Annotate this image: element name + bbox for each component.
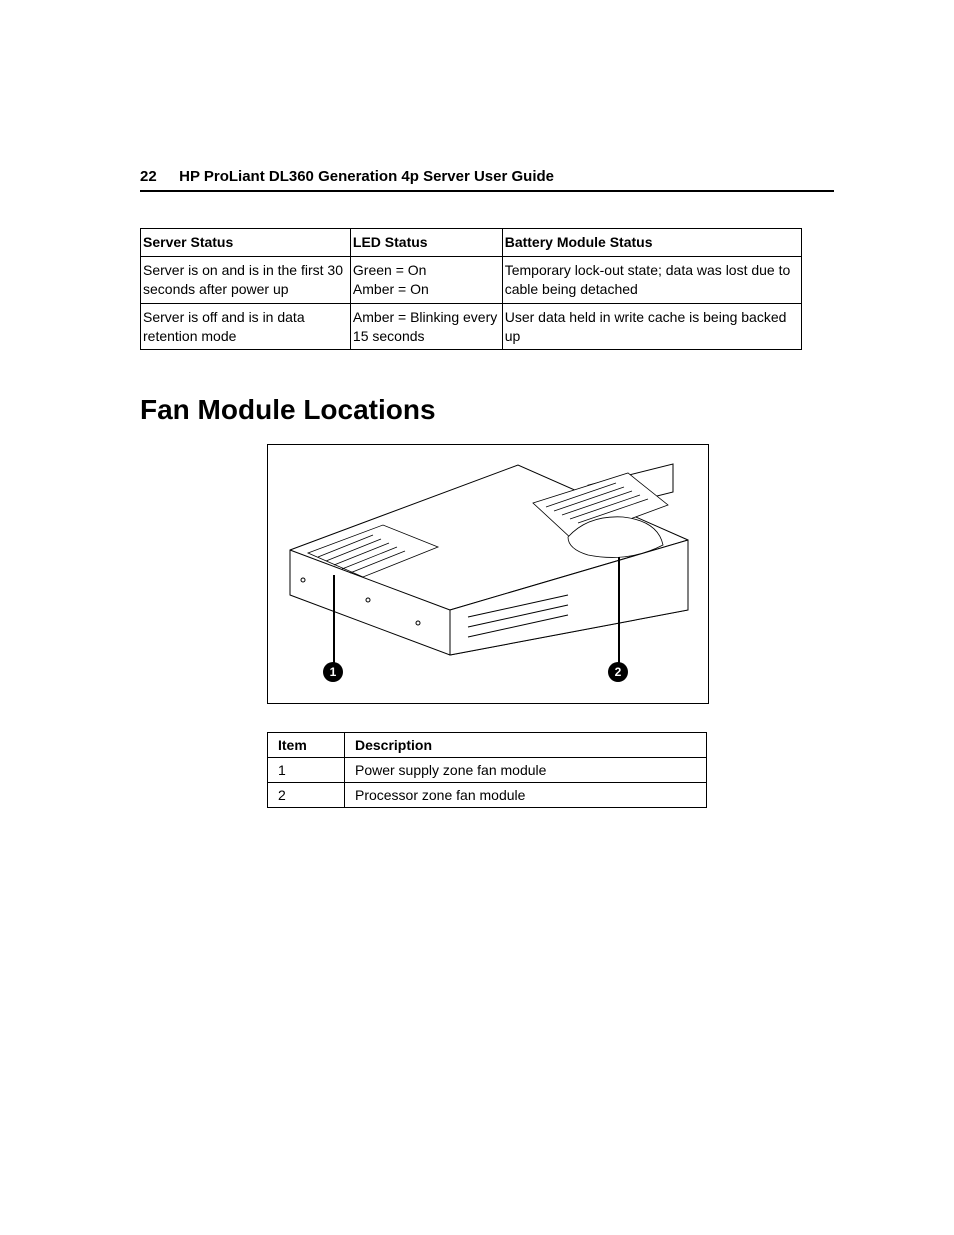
col-header-desc: Description <box>344 733 706 758</box>
col-header-battery: Battery Module Status <box>502 229 801 257</box>
col-header-server: Server Status <box>141 229 351 257</box>
callout-line-2 <box>618 557 620 663</box>
cell-item: 1 <box>268 758 345 783</box>
table-row: 1 Power supply zone fan module <box>268 758 707 783</box>
table-row: Server is on and is in the first 30 seco… <box>141 256 802 303</box>
cell-led: Amber = Blinking every 15 seconds <box>350 303 502 350</box>
cell-battery: Temporary lock-out state; data was lost … <box>502 256 801 303</box>
callout-number: 1 <box>330 665 337 679</box>
page-number: 22 <box>140 168 157 185</box>
cell-desc: Power supply zone fan module <box>344 758 706 783</box>
callout-line-1 <box>333 575 335 663</box>
cell-battery: User data held in write cache is being b… <box>502 303 801 350</box>
diagram-container: 1 2 <box>267 444 707 704</box>
table-row: Server is off and is in data retention m… <box>141 303 802 350</box>
cell-server: Server is on and is in the first 30 seco… <box>141 256 351 303</box>
server-diagram: 1 2 <box>267 444 709 704</box>
page-header: 22 HP ProLiant DL360 Generation 4p Serve… <box>140 168 834 192</box>
doc-title: HP ProLiant DL360 Generation 4p Server U… <box>179 168 554 185</box>
section-title: Fan Module Locations <box>140 394 834 426</box>
table-header-row: Item Description <box>268 733 707 758</box>
cell-led: Green = On Amber = On <box>350 256 502 303</box>
col-header-led: LED Status <box>350 229 502 257</box>
item-table: Item Description 1 Power supply zone fan… <box>267 732 707 808</box>
callout-number: 2 <box>615 665 622 679</box>
col-header-item: Item <box>268 733 345 758</box>
table-header-row: Server Status LED Status Battery Module … <box>141 229 802 257</box>
cell-desc: Processor zone fan module <box>344 783 706 808</box>
document-page: 22 HP ProLiant DL360 Generation 4p Serve… <box>0 0 954 1235</box>
cell-item: 2 <box>268 783 345 808</box>
table-row: 2 Processor zone fan module <box>268 783 707 808</box>
status-table: Server Status LED Status Battery Module … <box>140 228 802 350</box>
cell-server: Server is off and is in data retention m… <box>141 303 351 350</box>
